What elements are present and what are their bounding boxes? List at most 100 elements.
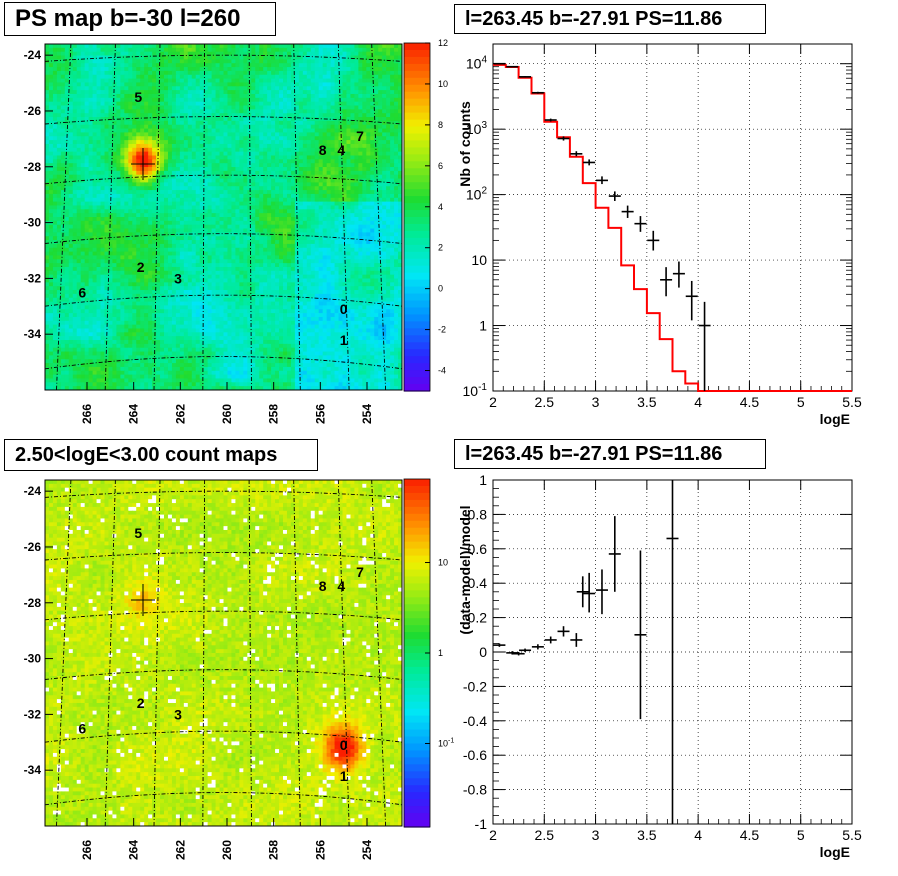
x-tick-label: 254 bbox=[360, 840, 374, 860]
colorbar-swatch bbox=[404, 245, 430, 253]
y-tick-label: -34 bbox=[24, 327, 42, 341]
y-tick-label: -32 bbox=[24, 707, 42, 721]
source-label-1: 1 bbox=[340, 768, 348, 784]
colorbar-swatch bbox=[404, 231, 430, 239]
source-label-1: 1 bbox=[340, 332, 348, 348]
x-tick-label: 3.5 bbox=[637, 394, 657, 410]
colorbar-swatch bbox=[404, 702, 430, 710]
colorbar-swatch bbox=[404, 147, 430, 155]
colorbar-label: -4 bbox=[438, 366, 446, 376]
colorbar-swatch bbox=[404, 792, 430, 800]
colorbar-swatch bbox=[404, 639, 430, 647]
colorbar-swatch bbox=[404, 43, 430, 51]
colorbar-swatch bbox=[404, 667, 430, 675]
source-label-5: 5 bbox=[134, 525, 142, 541]
colorbar-swatch bbox=[404, 576, 430, 584]
colorbar-swatch bbox=[404, 723, 430, 731]
colorbar-swatch bbox=[404, 301, 430, 309]
y-tick-label: -24 bbox=[24, 484, 42, 498]
colorbar-swatch bbox=[404, 50, 430, 58]
colorbar-label: -2 bbox=[438, 325, 446, 335]
residual-title: l=263.45 b=-27.91 PS=11.86 bbox=[454, 439, 766, 469]
y-tick-label: -30 bbox=[24, 652, 42, 666]
x-tick-label: 4 bbox=[694, 827, 702, 843]
colorbar-label: 10-1 bbox=[438, 737, 454, 748]
colorbar-swatch bbox=[404, 618, 430, 626]
source-label-7: 7 bbox=[356, 128, 364, 144]
x-tick-label: 254 bbox=[360, 404, 374, 424]
colorbar-swatch bbox=[404, 210, 430, 218]
x-tick-label: 2.5 bbox=[535, 394, 555, 410]
colorbar-swatch bbox=[404, 806, 430, 814]
colorbar-swatch bbox=[404, 785, 430, 793]
colorbar-label: 2 bbox=[438, 243, 443, 253]
colorbar-swatch bbox=[404, 85, 430, 93]
heatmap-panel-0 bbox=[45, 43, 430, 392]
y-tick-label: -1 bbox=[475, 816, 488, 832]
colorbar-swatch bbox=[404, 182, 430, 190]
colorbar-swatch bbox=[404, 535, 430, 543]
colorbar-swatch bbox=[404, 287, 430, 295]
y-tick-label: -0.8 bbox=[463, 782, 487, 798]
heatmap-cells bbox=[45, 480, 403, 827]
y-tick-label: -28 bbox=[24, 160, 42, 174]
colorbar-label: 10 bbox=[438, 558, 448, 568]
colorbar-swatch bbox=[404, 154, 430, 162]
colorbar-swatch bbox=[404, 356, 430, 364]
colorbar-swatch bbox=[404, 106, 430, 114]
colorbar-swatch bbox=[404, 521, 430, 529]
x-tick-label: 262 bbox=[173, 840, 187, 860]
colorbar-swatch bbox=[404, 757, 430, 765]
colorbar-swatch bbox=[404, 743, 430, 751]
colorbar-label: 0 bbox=[438, 284, 443, 294]
x-tick-label: 5.5 bbox=[842, 394, 862, 410]
colorbar-swatch bbox=[404, 493, 430, 501]
y-tick-label: 1 bbox=[479, 318, 487, 334]
colorbar-swatch bbox=[404, 750, 430, 758]
x-tick-label: 266 bbox=[80, 840, 94, 860]
colorbar-swatch bbox=[404, 514, 430, 522]
source-label-0: 0 bbox=[340, 301, 348, 317]
x-tick-label: 4 bbox=[694, 394, 702, 410]
colorbar-label: 12 bbox=[438, 38, 448, 48]
source-label-3: 3 bbox=[174, 706, 182, 722]
colorbar-swatch bbox=[404, 563, 430, 571]
colorbar-swatch bbox=[404, 238, 430, 246]
x-tick-label: 256 bbox=[313, 404, 327, 424]
source-label-4: 4 bbox=[337, 142, 345, 158]
colorbar-swatch bbox=[404, 349, 430, 357]
colorbar-swatch bbox=[404, 730, 430, 738]
x-tick-label: 5 bbox=[797, 827, 805, 843]
colorbar-swatch bbox=[404, 92, 430, 100]
colorbar-swatch bbox=[404, 674, 430, 682]
x-tick-label: 4.5 bbox=[740, 394, 760, 410]
colorbar-swatch bbox=[404, 604, 430, 612]
x-tick-label: 4.5 bbox=[740, 827, 760, 843]
colorbar-swatch bbox=[404, 314, 430, 322]
colorbar-swatch bbox=[404, 625, 430, 633]
x-tick-label: 2 bbox=[489, 394, 497, 410]
y-tick-label: 102 bbox=[466, 186, 488, 203]
colorbar-swatch bbox=[404, 778, 430, 786]
source-label-2: 2 bbox=[137, 695, 145, 711]
spectrum-title: l=263.45 b=-27.91 PS=11.86 bbox=[454, 4, 766, 34]
x-tick-label: 266 bbox=[80, 404, 94, 424]
colorbar-swatch bbox=[404, 335, 430, 343]
colorbar-swatch bbox=[404, 681, 430, 689]
colorbar-label: 1 bbox=[438, 648, 443, 658]
heatmap-cells bbox=[45, 44, 403, 391]
source-label-8: 8 bbox=[319, 578, 327, 594]
colorbar-swatch bbox=[404, 113, 430, 121]
source-label-8: 8 bbox=[319, 142, 327, 158]
y-tick-label: 10-1 bbox=[463, 382, 488, 399]
heatmap-panel-2: 10 1 10-1 bbox=[45, 479, 454, 828]
source-label-3: 3 bbox=[174, 270, 182, 286]
colorbar-swatch bbox=[404, 273, 430, 281]
colorbar-swatch bbox=[404, 133, 430, 141]
colorbar-swatch bbox=[404, 377, 430, 385]
colorbar-swatch bbox=[404, 737, 430, 745]
x-tick-label: 262 bbox=[173, 404, 187, 424]
colorbar-label: 4 bbox=[438, 202, 443, 212]
x-tick-label: 256 bbox=[313, 840, 327, 860]
